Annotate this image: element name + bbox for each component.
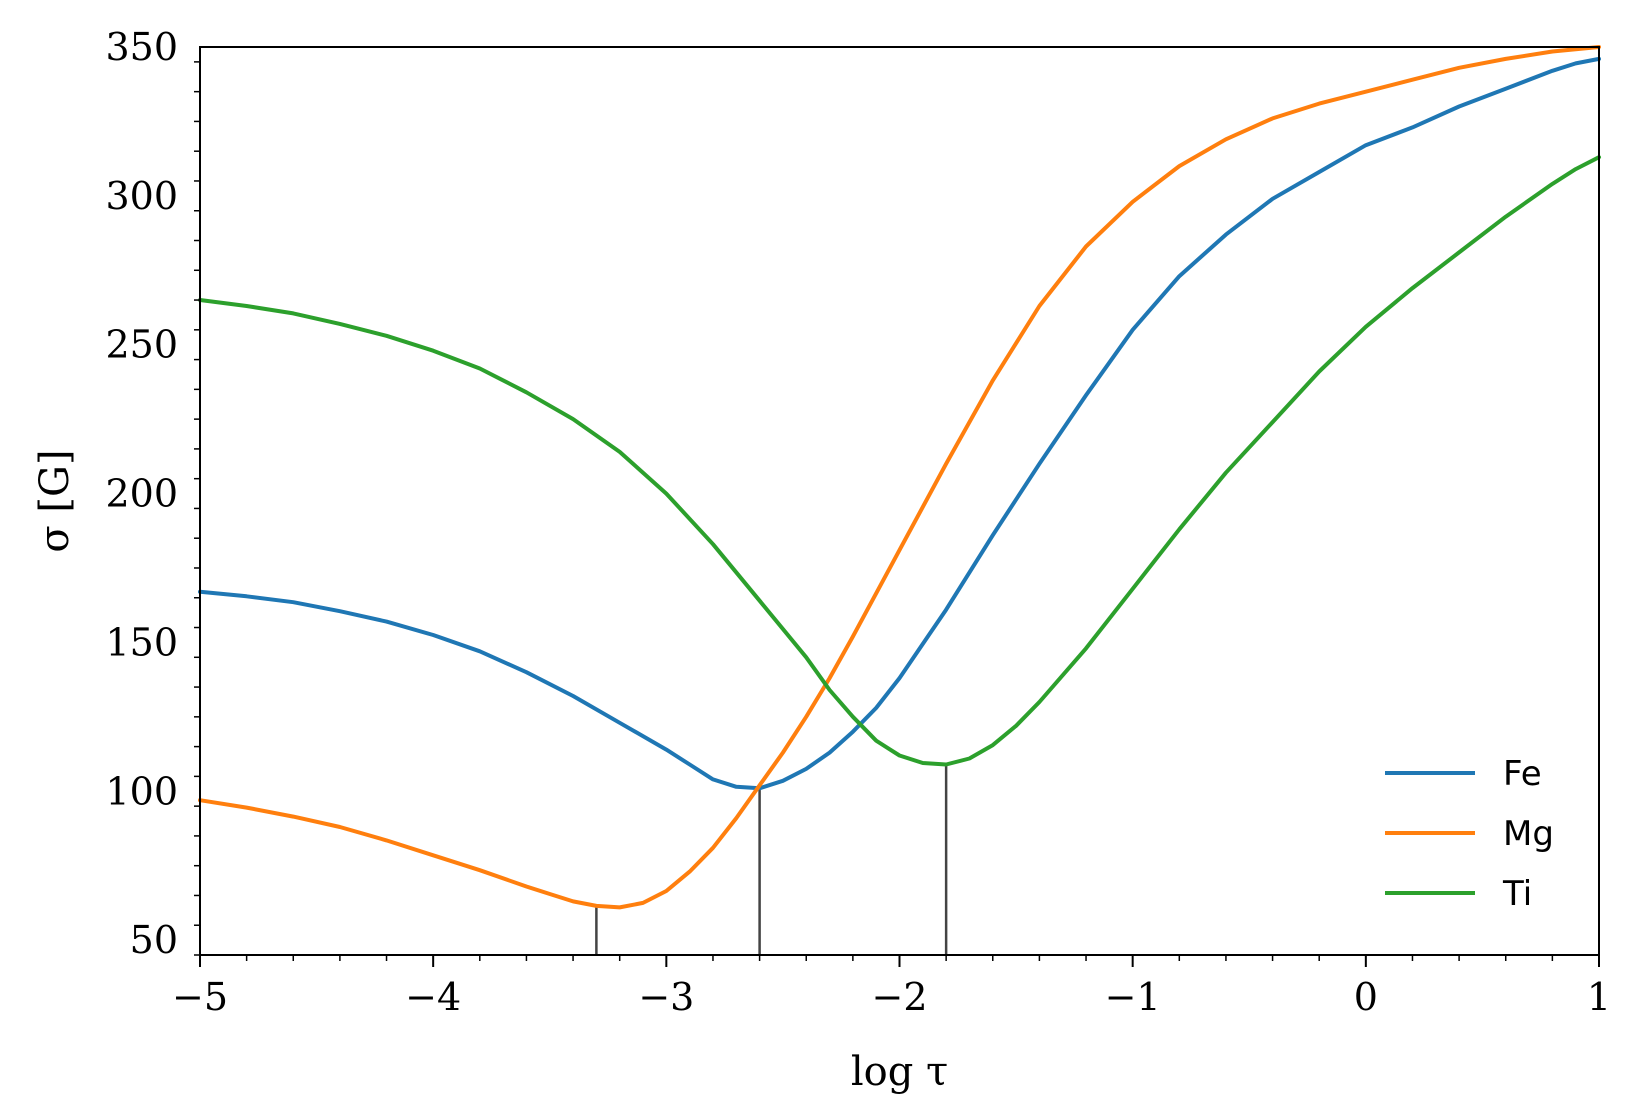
y-tick-label: 250 xyxy=(105,323,178,367)
y-tick-label: 50 xyxy=(130,918,178,962)
legend-label-ti: Ti xyxy=(1502,874,1532,914)
x-tick-label: 0 xyxy=(1354,975,1378,1019)
plot-frame xyxy=(199,46,1600,956)
series-line-ti xyxy=(198,155,1601,767)
y-tick-label: 300 xyxy=(105,174,178,218)
series-line-mg xyxy=(198,45,1601,910)
x-tick-label: −3 xyxy=(638,975,694,1019)
vertical-markers xyxy=(595,764,948,955)
y-tick-label: 200 xyxy=(105,472,178,516)
legend-label-mg: Mg xyxy=(1503,814,1554,854)
y-tick-label: 350 xyxy=(105,25,178,69)
y-tick-label: 150 xyxy=(105,620,178,664)
x-tick-label: −5 xyxy=(172,975,228,1019)
x-axis-ticks: −5 −4 −3 −2 −1 0 1 xyxy=(172,955,1611,1019)
x-tick-label: −4 xyxy=(405,975,461,1019)
x-tick-label: −1 xyxy=(1105,975,1161,1019)
x-tick-label: 1 xyxy=(1587,975,1611,1019)
x-tick-label: −2 xyxy=(871,975,927,1019)
series-lines xyxy=(198,45,1601,910)
y-tick-label: 100 xyxy=(105,769,178,813)
y-axis-label: σ [G] xyxy=(32,449,78,552)
x-axis-label: log τ xyxy=(851,1049,948,1095)
y-axis-ticks: 50 100 150 200 250 300 350 xyxy=(105,25,200,962)
series-line-fe xyxy=(198,56,1601,791)
legend: Fe Mg Ti xyxy=(1385,754,1554,914)
legend-label-fe: Fe xyxy=(1503,754,1542,794)
